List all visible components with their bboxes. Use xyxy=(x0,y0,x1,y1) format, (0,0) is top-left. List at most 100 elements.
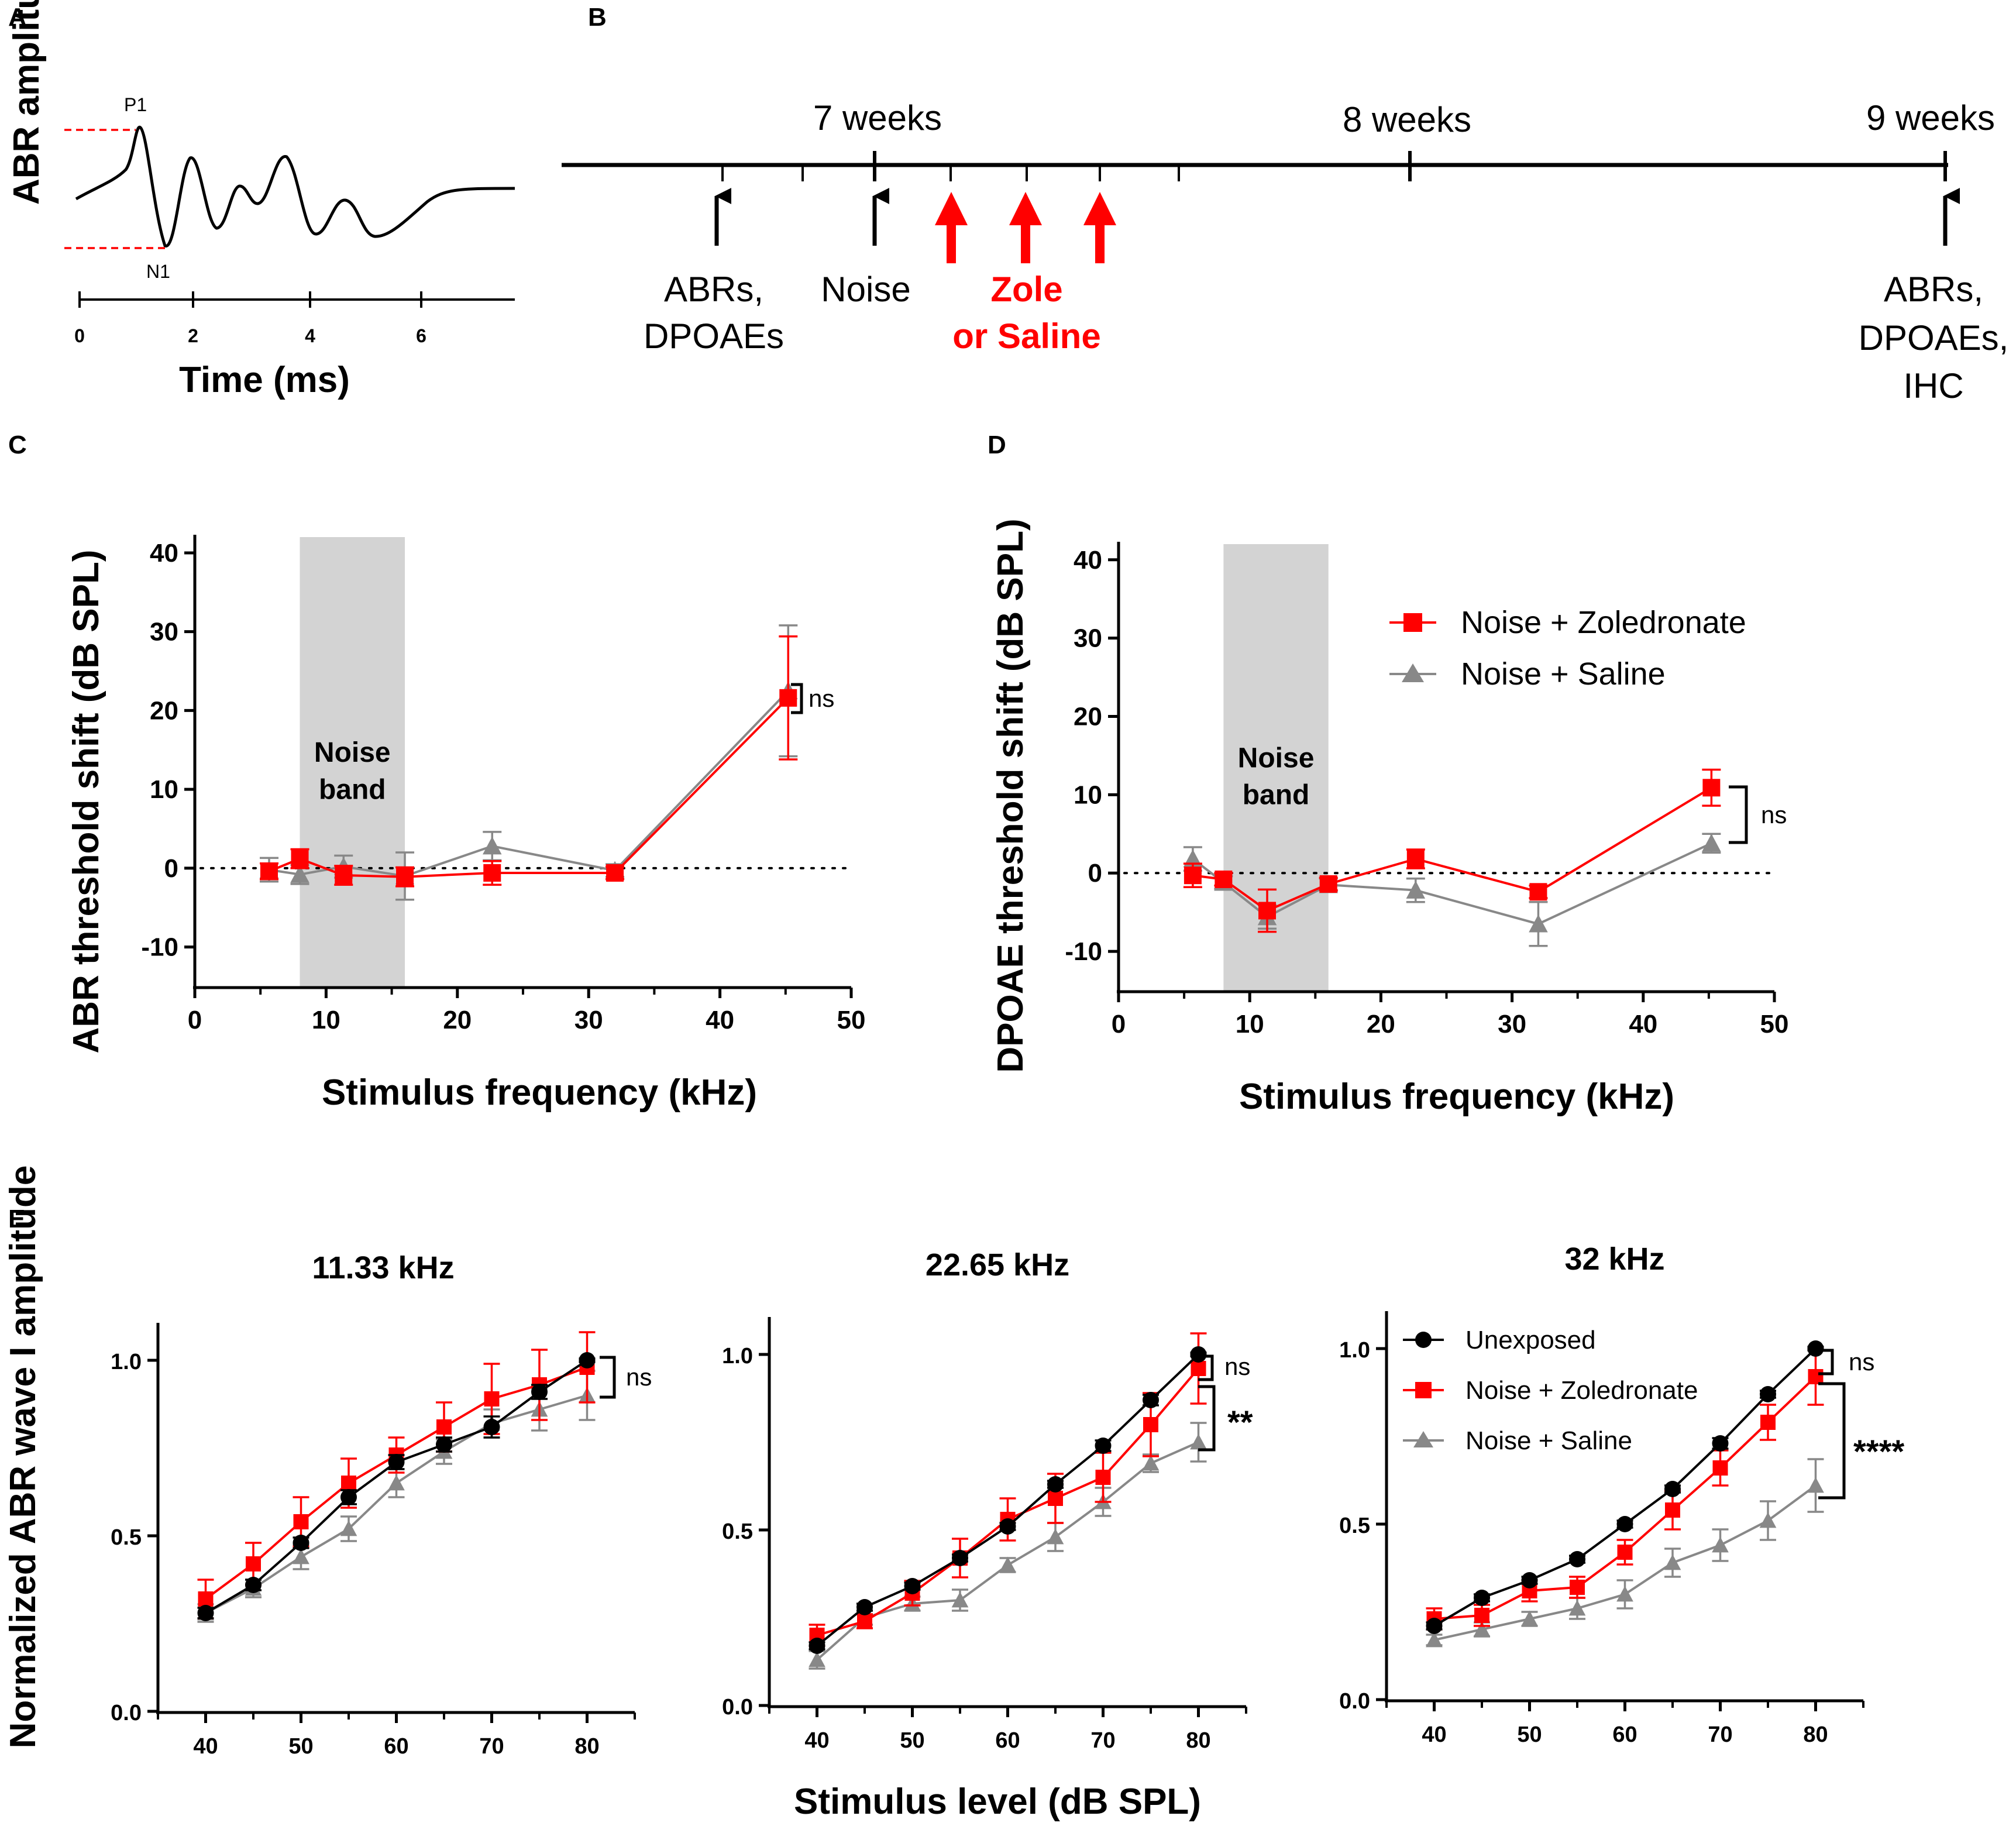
timepoint-8-weeks: 8 weeks xyxy=(1343,100,1471,139)
panel-c-x-tick-label: 50 xyxy=(837,1006,866,1034)
panel-e2-x-tick-label: 50 xyxy=(900,1728,924,1753)
panel-e3-axes: 0.0 0.5 1.0 40 50 60 70 80 xyxy=(1339,1311,1864,1747)
panel-e1-title: 11.33 kHz xyxy=(312,1250,454,1285)
panel-e3-point-noise-saline xyxy=(1664,1554,1681,1570)
noise-band-label-line2: band xyxy=(319,774,386,805)
panel-e1-point-noise-zoledronate xyxy=(341,1476,356,1491)
panel-e1-y-tick-label: 0.0 xyxy=(111,1701,142,1725)
panel-e1-point-unexposed xyxy=(531,1384,548,1400)
event-baseline-line2: DPOAEs xyxy=(644,317,784,356)
timeline-ticks xyxy=(721,151,1947,181)
panel-e3-x-tick-label: 50 xyxy=(1517,1722,1542,1747)
panel-d-x-tick-label: 40 xyxy=(1629,1010,1657,1038)
panel-d-x-tick-label: 30 xyxy=(1498,1010,1526,1038)
panel-e3-y-tick-label: 1.0 xyxy=(1339,1338,1370,1363)
panel-c-y-tick-label: 30 xyxy=(150,618,178,647)
legend-label-saline: Noise + Saline xyxy=(1461,656,1666,692)
legend-triangle-marker xyxy=(1413,1431,1433,1447)
panel-c-point-noise-zoledronate xyxy=(779,689,797,707)
panel-e2-x-tick-label: 80 xyxy=(1186,1728,1210,1753)
panel-e2-point-noise-saline xyxy=(951,1591,969,1608)
panel-e2-axes: 0.0 0.5 1.0 40 50 60 70 80 xyxy=(722,1317,1247,1753)
panel-a-ticks: 0 2 4 6 xyxy=(74,291,426,346)
event-treatment-line2: or Saline xyxy=(952,317,1100,356)
panel-e3-y-tick-label: 0.5 xyxy=(1339,1514,1370,1538)
panel-e-xlabel: Stimulus level (dB SPL) xyxy=(794,1782,1201,1822)
noise-band-region xyxy=(1223,544,1329,991)
panel-d-axes: -10 0 10 20 30 40 0 10 20 30 40 50 xyxy=(1065,542,1788,1038)
panel-d-x-tick-label: 10 xyxy=(1236,1010,1264,1038)
panel-c-point-noise-zoledronate xyxy=(335,866,353,885)
event-noise: Noise xyxy=(821,270,910,309)
panel-a-tick-label: 4 xyxy=(305,325,315,346)
panel-c-ylabel: ABR threshold shift (dB SPL) xyxy=(66,549,106,1053)
panel-d-y-tick-label: 10 xyxy=(1074,780,1102,809)
panel-e1-plot-area xyxy=(197,1331,596,1623)
panel-a-ylabel: ABR amplitude xyxy=(6,0,47,205)
panel-c-point-noise-zoledronate xyxy=(483,864,501,882)
panel-d-point-noise-zoledronate xyxy=(1529,883,1547,901)
treatment-arrow-icon xyxy=(1009,192,1042,263)
significance-label: ns xyxy=(809,685,834,712)
panel-d-x-tick-label: 20 xyxy=(1367,1010,1395,1038)
panel-e2-point-noise-zoledronate xyxy=(1095,1470,1111,1485)
panel-c-x-tick-label: 20 xyxy=(443,1006,472,1034)
panel-e1-point-unexposed xyxy=(483,1419,500,1435)
panel-e3-point-noise-saline xyxy=(1426,1631,1443,1648)
panel-e-ylabel: Normalized ABR wave I amplitude xyxy=(3,1165,43,1749)
significance-bracket xyxy=(1198,1385,1216,1452)
panel-e1-x-tick-label: 70 xyxy=(479,1734,504,1759)
panel-e2-series-line-noise-saline xyxy=(816,1441,1199,1661)
panel-e1-x-tick-label: 80 xyxy=(574,1734,599,1759)
significance-bracket xyxy=(1198,1354,1214,1381)
significance-bracket xyxy=(1729,785,1748,844)
panel-label-e: E xyxy=(8,1205,25,1233)
panel-e1-point-noise-zoledronate xyxy=(198,1591,214,1607)
panel-e3-point-noise-saline xyxy=(1807,1477,1824,1493)
panel-e1-point-unexposed xyxy=(388,1454,405,1470)
panel-d-x-tick-label: 50 xyxy=(1760,1010,1789,1038)
panel-e2-point-noise-saline xyxy=(1047,1528,1064,1545)
panel-e2-point-unexposed xyxy=(1190,1346,1207,1363)
noise-band-label-line1: Noise xyxy=(1238,743,1315,774)
panel-d-point-noise-saline xyxy=(1406,881,1426,899)
panel-label-c: C xyxy=(8,431,27,459)
panel-label-b: B xyxy=(588,3,607,32)
panel-e3-point-noise-saline xyxy=(1521,1610,1538,1626)
panel-d-point-noise-zoledronate xyxy=(1215,870,1233,888)
noise-band-label-line1: Noise xyxy=(314,737,391,768)
panel-d-ylabel: DPOAE threshold shift (dB SPL) xyxy=(990,518,1031,1072)
panel-e2-point-noise-zoledronate xyxy=(1191,1361,1206,1376)
panel-e2-point-noise-saline xyxy=(809,1651,825,1667)
panel-a-tick-label: 0 xyxy=(74,325,85,346)
panel-e1-point-unexposed xyxy=(245,1577,262,1593)
event-final-line3: IHC xyxy=(1903,366,1963,405)
event-final-line1: ABRs, xyxy=(1884,270,1983,309)
significance-label: ** xyxy=(1227,1404,1253,1440)
panel-e2-point-unexposed xyxy=(904,1578,921,1594)
panel-d-y-tick-label: -10 xyxy=(1065,937,1102,966)
panel-e: E Normalized ABR wave I amplitude 11.33 … xyxy=(3,1165,1904,1822)
panel-c-x-tick-label: 30 xyxy=(574,1006,603,1034)
noise-band-region xyxy=(300,537,405,986)
panel-c-x-tick-label: 0 xyxy=(188,1006,202,1034)
panel-e1-axes: 0.0 0.5 1.0 40 50 60 70 80 xyxy=(111,1323,636,1759)
panel-e2-point-unexposed xyxy=(952,1550,968,1566)
panel-e2-point-noise-saline xyxy=(999,1556,1016,1573)
significance-label: **** xyxy=(1853,1433,1904,1470)
panel-d-y-tick-label: 0 xyxy=(1088,859,1102,888)
panel-e2-point-noise-zoledronate xyxy=(857,1614,872,1629)
panel-c-point-noise-saline xyxy=(483,836,502,855)
significance-bracket xyxy=(1818,1382,1846,1500)
event-baseline-line1: ABRs, xyxy=(664,270,763,309)
panel-e1-point-noise-saline xyxy=(340,1520,357,1536)
significance-label: ns xyxy=(626,1363,652,1391)
panel-e2-x-tick-label: 60 xyxy=(995,1728,1020,1753)
panel-label-a: A xyxy=(8,3,27,32)
panel-e2-plot-area xyxy=(809,1332,1207,1670)
panel-e2-point-unexposed xyxy=(1095,1438,1112,1454)
panel-e2-point-noise-zoledronate xyxy=(1143,1417,1158,1432)
panel-c: C Noise band -10 0 10 20 30 40 0 10 20 30 40 50 ABR… xyxy=(8,431,865,1113)
panel-e2-point-unexposed xyxy=(999,1518,1016,1535)
panel-e3-point-unexposed xyxy=(1712,1435,1729,1452)
